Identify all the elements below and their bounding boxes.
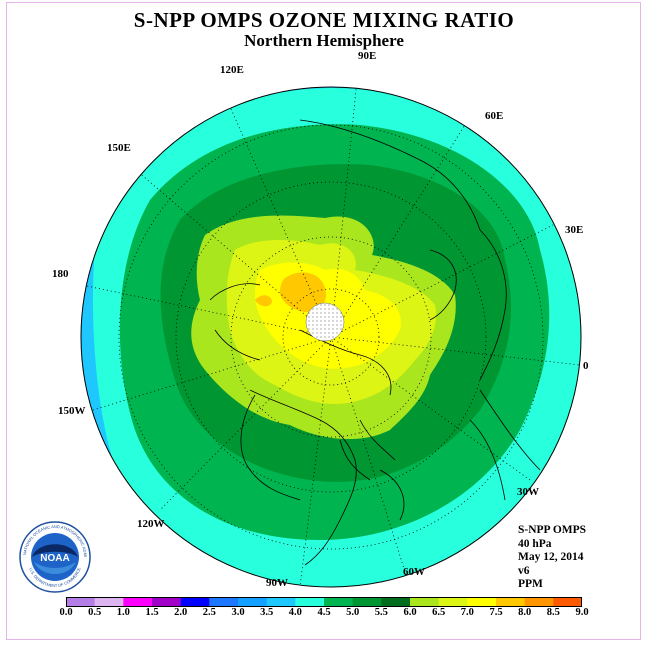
colorbar-swatch — [553, 597, 582, 607]
lon-label-150w: 150W — [58, 405, 86, 417]
colorbar-labels: 0.0 0.5 1.0 1.5 2.0 2.5 3.0 3.5 4.0 4.5 5.0 5.5 6.0 6… — [0, 607, 648, 623]
lon-label-60e: 60E — [485, 110, 504, 122]
colorbar-swatch — [467, 597, 497, 607]
info-date: May 12, 2014 — [518, 551, 584, 563]
lon-label-180: 180 — [52, 268, 69, 280]
page-frame — [6, 2, 641, 640]
colorbar-tick-label: 6.5 — [432, 607, 446, 618]
noaa-logo: NOAA NATIONAL OCEANIC AND ATMOSPHERIC AD… — [18, 520, 91, 593]
map-title: S-NPP OMPS OZONE MIXING RATIO — [133, 8, 515, 32]
lon-label-120e: 120E — [220, 64, 244, 76]
meridians — [81, 87, 581, 587]
colorbar-tick-label: 3.0 — [231, 607, 245, 618]
lon-label-60w: 60W — [403, 566, 425, 578]
colorbar-swatch — [352, 597, 382, 607]
info-level: 40 hPa — [518, 537, 552, 550]
colorbar-tick-label: 0.5 — [88, 607, 102, 618]
lon-label-0: 0 — [583, 360, 589, 372]
colorbar-tick-label: 5.5 — [374, 607, 388, 618]
colorbar-swatch — [209, 597, 239, 607]
colorbar-swatch — [324, 597, 354, 607]
colorbar-tick-label: 6.0 — [403, 607, 417, 618]
colorbar-swatch — [295, 597, 325, 607]
colorbar-tick-label: 1.5 — [145, 607, 159, 618]
colorbar-tick-label: 7.5 — [489, 607, 503, 618]
colorbar-swatch — [238, 597, 268, 607]
colorbar-tick-label: 0.0 — [59, 607, 73, 618]
colorbar-tick-label: 7.0 — [460, 607, 474, 618]
colorbar-swatch — [66, 597, 96, 607]
colorbar-tick-label: 8.0 — [518, 607, 532, 618]
colorbar-tick-label: 9.0 — [575, 607, 589, 618]
colorbar-tick-label: 4.0 — [288, 607, 302, 618]
colorbar-tick-label: 8.5 — [546, 607, 560, 618]
info-block: S-NPP OMPS 40 hPa May 12, 2014 v6 PPM — [518, 524, 586, 592]
colorbar-swatch — [524, 597, 554, 607]
colorbar-border — [66, 597, 582, 607]
colorbar-tick-label: 4.5 — [317, 607, 331, 618]
colorbar-tick-label: 2.5 — [202, 607, 216, 618]
map-subtitle: Northern Hemisphere — [244, 31, 404, 50]
colorbar-tick-label: 1.0 — [116, 607, 130, 618]
lon-label-90e: 90E — [358, 50, 377, 62]
info-units: PPM — [518, 578, 543, 590]
logo-wordmark: NOAA — [40, 553, 69, 564]
colorbar-tick-label: 3.5 — [260, 607, 274, 618]
colorbar — [66, 597, 582, 607]
field-orange — [280, 272, 326, 312]
lon-label-120w: 120W — [137, 518, 165, 530]
pole-missing-data — [305, 302, 345, 342]
lon-label-90w: 90W — [266, 577, 288, 589]
colorbar-swatch — [410, 597, 440, 607]
colorbar-swatch — [180, 597, 210, 607]
field-orange-small — [255, 295, 272, 307]
lon-label-30e: 30E — [565, 224, 584, 236]
colorbar-swatch — [94, 597, 124, 607]
colorbar-swatch — [266, 597, 296, 607]
colorbar-swatch — [123, 597, 153, 607]
lon-label-30w: 30W — [517, 486, 539, 498]
colorbar-tick-label: 5.0 — [346, 607, 360, 618]
map-border — [80, 86, 582, 588]
colorbar-tick-label: 2.0 — [174, 607, 188, 618]
info-instrument: S-NPP OMPS — [518, 524, 587, 536]
colorbar-swatch — [496, 597, 526, 607]
colorbar-swatch — [438, 597, 468, 607]
colorbar-swatch — [381, 597, 411, 607]
lon-label-150e: 150E — [107, 142, 131, 154]
latitude-circles — [118, 124, 544, 550]
colorbar-swatch — [152, 597, 182, 607]
info-version: v6 — [518, 564, 530, 577]
